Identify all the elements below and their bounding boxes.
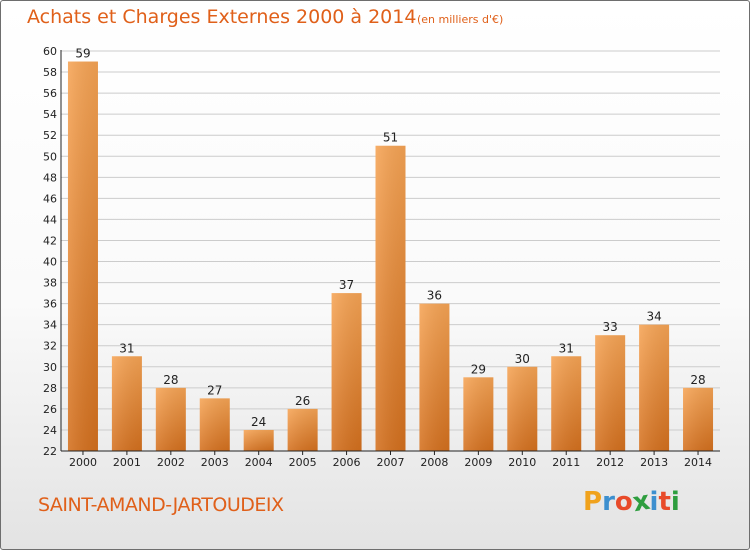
x-tick-label-2012: 2012 (596, 456, 624, 469)
data-label-2000: 59 (75, 47, 90, 61)
y-tick-label: 40 (43, 256, 57, 269)
logo-letter: r (602, 487, 615, 517)
y-tick-label: 24 (43, 424, 57, 437)
data-label-2002: 28 (163, 373, 178, 387)
data-label-2004: 24 (251, 415, 266, 429)
proxiti-logo[interactable]: Proxiti (583, 486, 680, 518)
y-tick-label: 54 (43, 108, 57, 121)
data-label-2010: 30 (515, 352, 530, 366)
y-tick-label: 32 (43, 340, 57, 353)
data-label-2011: 31 (559, 341, 574, 355)
bars (67, 61, 714, 452)
data-label-2013: 34 (646, 310, 661, 324)
bar-shade-2005 (287, 408, 318, 451)
y-tick-label: 50 (43, 150, 57, 163)
y-tick-label: 46 (43, 192, 57, 205)
y-tick-labels: 22 24 26 28 30 32 34 36 38 40 42 44 46 48 50 52 54 56 58 60 (43, 45, 57, 458)
x-tick-label-2008: 2008 (420, 456, 448, 469)
x-tick-label-2014: 2014 (684, 456, 712, 469)
bar-shade-2011 (551, 356, 582, 451)
bar-shade-2008 (419, 303, 450, 451)
data-label-2007: 51 (383, 131, 398, 145)
data-label-2001: 31 (119, 341, 134, 355)
bar-shade-2004 (243, 429, 274, 451)
chart-subtitle: (en milliers d'€) (417, 13, 504, 26)
y-tick-label: 28 (43, 382, 57, 395)
y-tick-label: 48 (43, 171, 57, 184)
data-label-2005: 26 (295, 394, 310, 408)
x-tick-label-2013: 2013 (640, 456, 668, 469)
data-label-2006: 37 (339, 278, 354, 292)
y-tick-label: 36 (43, 298, 57, 311)
x-tick-label-2000: 2000 (69, 456, 97, 469)
x-tick-labels: 2000 2001 2002 2003 2004 2005 2006 2007 2008 2009… (69, 451, 712, 469)
y-tick-label: 34 (43, 319, 57, 332)
x-tick-label-2003: 2003 (201, 456, 229, 469)
x-tick-label-2004: 2004 (245, 456, 273, 469)
x-tick-label-2005: 2005 (289, 456, 317, 469)
bar-shade-2001 (111, 356, 142, 451)
bar-shade-2003 (199, 398, 230, 451)
data-label-2003: 27 (207, 383, 222, 397)
y-tick-label: 58 (43, 66, 57, 79)
data-labels: 59 31 28 27 24 26 37 51 36 29 30 31 33 34 28 (75, 47, 705, 429)
y-tick-label: 56 (43, 87, 57, 100)
logo-letter: P (583, 487, 603, 517)
y-tick-label: 52 (43, 129, 57, 142)
chart-title: Achats et Charges Externes 2000 à 2014 (27, 6, 417, 28)
data-label-2009: 29 (471, 362, 486, 376)
x-tick-label-2010: 2010 (508, 456, 536, 469)
x-tick-label-2006: 2006 (333, 456, 361, 469)
bar-shade-2000 (67, 61, 98, 452)
y-tick-label: 22 (43, 445, 57, 458)
y-tick-label: 60 (43, 45, 57, 58)
y-tick-label: 42 (43, 234, 57, 247)
y-tick-label: 30 (43, 361, 57, 374)
data-label-2012: 33 (603, 320, 618, 334)
bar-shade-2014 (683, 387, 714, 451)
data-label-2014: 28 (690, 373, 705, 387)
y-tick-label: 44 (43, 213, 57, 226)
commune-name: SAINT-AMAND-JARTOUDEIX (38, 494, 284, 516)
x-tick-label-2002: 2002 (157, 456, 185, 469)
data-label-2008: 36 (427, 289, 442, 303)
bar-shade-2007 (375, 145, 406, 451)
logo-letter: o (614, 487, 633, 517)
x-tick-label-2007: 2007 (377, 456, 405, 469)
bar-shade-2010 (507, 366, 538, 451)
x-tick-label-2001: 2001 (113, 456, 141, 469)
x-tick-label-2011: 2011 (552, 456, 580, 469)
logo-letter: i (649, 487, 659, 517)
bar-shade-2013 (639, 324, 670, 451)
y-tick-label: 38 (43, 277, 57, 290)
logo-letter: i (670, 487, 680, 517)
y-tick-label: 26 (43, 403, 57, 416)
x-tick-label-2009: 2009 (464, 456, 492, 469)
bar-shade-2012 (595, 335, 626, 451)
bar-shade-2009 (463, 377, 494, 451)
bar-shade-2006 (331, 293, 362, 451)
bar-shade-2002 (155, 387, 186, 451)
logo-letter: t (658, 487, 671, 517)
